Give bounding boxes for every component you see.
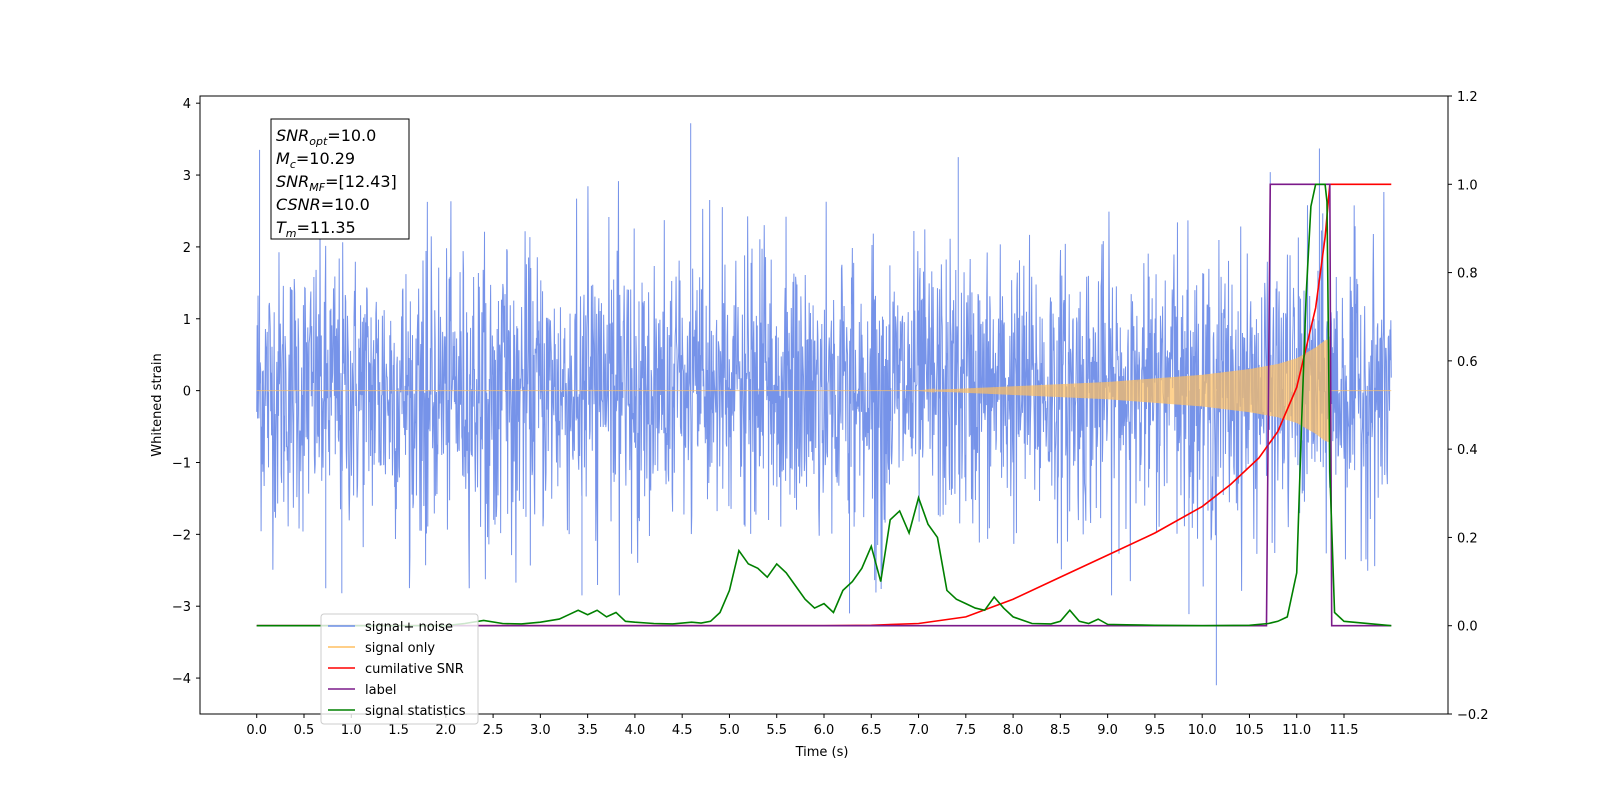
series-line-signal-noise [256, 123, 1392, 686]
y-right-tick-label: 1.0 [1457, 178, 1478, 193]
y-axis-label: Whitened strain [150, 353, 165, 456]
legend-label: cumilative SNR [365, 662, 464, 677]
y-left-tick-label: −1 [172, 456, 191, 471]
y-left-tick-label: 3 [183, 169, 191, 184]
y-right-tick-label: −0.2 [1457, 708, 1489, 723]
info-subscript: c [290, 158, 296, 171]
x-tick-label: 4.0 [625, 723, 646, 738]
info-box-line: SNRMF=[12.43] [276, 172, 397, 194]
info-value: =10.29 [296, 149, 355, 168]
info-symbol: CSNR [276, 195, 321, 214]
y-right-tick-label: 0.6 [1457, 355, 1478, 370]
x-tick-label: 8.5 [1050, 723, 1071, 738]
series-line-label [256, 183, 1392, 627]
info-subscript: m [286, 227, 297, 240]
x-tick-label: 6.5 [861, 723, 882, 738]
info-value: =11.35 [297, 218, 356, 237]
y-left-tick-label: 2 [183, 241, 191, 256]
info-box-line: SNRopt=10.0 [276, 126, 376, 148]
x-tick-label: 0.0 [246, 723, 267, 738]
x-tick-label: 10.5 [1235, 723, 1264, 738]
legend: signal+ noise signal only cumilative SNR la… [320, 613, 479, 725]
x-tick-label: 9.5 [1145, 723, 1166, 738]
info-box-line: Tm=11.35 [276, 218, 356, 240]
info-subscript: MF [309, 181, 325, 194]
info-symbol: SNR [276, 126, 309, 145]
info-subscript: opt [309, 135, 328, 148]
x-tick-label: 7.0 [908, 723, 929, 738]
y-right-tick-label: 0.4 [1457, 443, 1478, 458]
y-left-tick-label: −3 [172, 600, 191, 615]
x-tick-label: 10.0 [1188, 723, 1217, 738]
info-box-line: Mc=10.29 [276, 149, 355, 171]
y-left-tick-label: −2 [172, 528, 191, 543]
series-line-cumilative-snr [256, 183, 1392, 627]
y-left-tick-label: −4 [172, 672, 191, 687]
y-right-tick-label: 0.2 [1457, 531, 1478, 546]
info-symbol: T [276, 218, 287, 237]
x-tick-label: 1.5 [388, 723, 409, 738]
y-right-tick-label: 0.0 [1457, 620, 1478, 635]
x-tick-label: 2.0 [435, 723, 456, 738]
y-left-tick-label: 4 [183, 97, 191, 112]
info-box-line: CSNR=10.0 [276, 195, 370, 214]
x-tick-label: 0.5 [294, 723, 315, 738]
legend-label: signal only [365, 641, 435, 656]
legend-frame [320, 613, 479, 725]
x-tick-label: 5.5 [766, 723, 787, 738]
info-value: =10.0 [327, 126, 376, 145]
x-axis-label: Time (s) [795, 745, 849, 760]
x-tick-label: 11.0 [1282, 723, 1311, 738]
info-value: =10.0 [321, 195, 370, 214]
x-tick-label: 9.0 [1097, 723, 1118, 738]
x-tick-label: 11.5 [1330, 723, 1359, 738]
x-tick-label: 3.5 [577, 723, 598, 738]
y-axis-left: 4 3 2 1 0 −1 −2 −3 −4 [172, 97, 200, 687]
legend-label: label [365, 683, 396, 698]
legend-label: signal+ noise [365, 620, 453, 635]
info-symbol: M [276, 149, 290, 168]
info-box: SNRopt=10.0Mc=10.29SNRMF=[12.43]CSNR=10.… [270, 118, 410, 240]
x-tick-label: 4.5 [672, 723, 693, 738]
x-axis: 0.0 0.5 1.0 1.5 2.0 2.5 3.0 3.5 4.0 4.5 5.0 5.5 6.0 6… [246, 714, 1358, 738]
series-line-signal-only [256, 339, 1392, 443]
x-tick-label: 2.5 [483, 723, 504, 738]
x-tick-label: 5.0 [719, 723, 740, 738]
x-tick-label: 3.0 [530, 723, 551, 738]
y-left-tick-label: 0 [183, 385, 191, 400]
info-symbol: SNR [276, 172, 309, 191]
y-axis-right: 1.2 1.0 0.8 0.6 0.4 0.2 0.0 −0.2 [1448, 90, 1489, 723]
x-tick-label: 7.5 [955, 723, 976, 738]
y-left-tick-label: 1 [183, 313, 191, 328]
x-tick-label: 1.0 [341, 723, 362, 738]
y-right-tick-label: 0.8 [1457, 267, 1478, 282]
series-line-signal-statistics [256, 183, 1392, 627]
info-box-frame [270, 118, 410, 240]
legend-label: signal statistics [365, 704, 466, 719]
x-tick-label: 6.0 [814, 723, 835, 738]
y-right-tick-label: 1.2 [1457, 90, 1478, 105]
x-tick-label: 8.0 [1003, 723, 1024, 738]
info-value: =[12.43] [325, 172, 397, 191]
